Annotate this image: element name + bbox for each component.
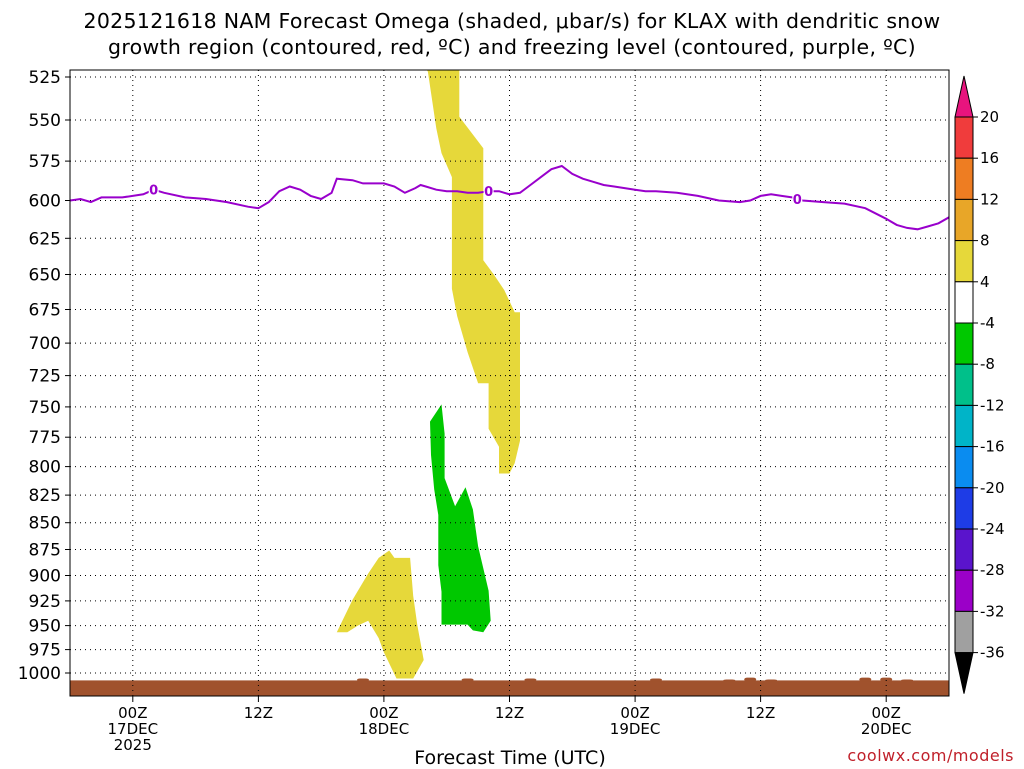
xtick-label-6-1: 20DEC bbox=[861, 720, 912, 738]
contour-label-bg-1 bbox=[148, 182, 159, 197]
colorbar-label-2: 12 bbox=[980, 190, 999, 208]
colorbar: 20 16 12 8 4 -4 -8 -12 -16 -20 -24 -28 -32 -36 bbox=[954, 75, 1005, 694]
terrain-bump-5 bbox=[723, 679, 736, 682]
omega-region-2-positive bbox=[336, 550, 424, 679]
x-axis-label: Forecast Time (UTC) bbox=[414, 747, 606, 769]
ytick-label-525: 525 bbox=[29, 68, 61, 88]
ytick-label-900: 900 bbox=[29, 567, 61, 587]
colorbar-band-3 bbox=[954, 198, 974, 242]
ytick-label-650: 650 bbox=[29, 266, 61, 286]
xtick-label-1-0: 12Z bbox=[244, 704, 273, 722]
colorbar-label-4: 4 bbox=[980, 273, 990, 291]
colorbar-band-9 bbox=[954, 446, 974, 489]
contour-label-bg-3 bbox=[792, 192, 803, 206]
colorbar-band-13 bbox=[954, 610, 974, 654]
freezing-level-label-2: 0 bbox=[484, 185, 493, 200]
ytick-label-725: 725 bbox=[29, 367, 61, 387]
colorbar-label-8: -16 bbox=[980, 438, 1005, 456]
colorbar-label-6: -8 bbox=[980, 355, 995, 373]
site-credit: coolwx.com/models bbox=[847, 746, 1014, 765]
colorbar-bottom-triangle bbox=[954, 652, 974, 694]
xtick-label-0-1: 17DEC bbox=[108, 720, 159, 738]
xtick-label-4-0: 00Z bbox=[620, 704, 649, 722]
ytick-label-975: 975 bbox=[29, 641, 61, 661]
freezing-level-layer: 0 0 0 bbox=[70, 164, 949, 231]
colorbar-band-5 bbox=[954, 281, 974, 324]
xtick-label-2-0: 00Z bbox=[369, 704, 398, 722]
xtick-label-6-0: 00Z bbox=[872, 704, 901, 722]
colorbar-band-12 bbox=[954, 569, 974, 612]
colorbar-label-5: -4 bbox=[980, 314, 995, 332]
ytick-label-600: 600 bbox=[29, 192, 61, 212]
terrain-bump-3 bbox=[524, 678, 537, 682]
colorbar-label-1: 16 bbox=[980, 149, 999, 167]
ytick-label-800: 800 bbox=[29, 458, 61, 478]
colorbar-label-3: 8 bbox=[980, 232, 990, 250]
terrain-bump-6 bbox=[744, 677, 757, 682]
colorbar-label-0: 20 bbox=[980, 108, 999, 126]
terrain-bump-1 bbox=[357, 678, 369, 682]
freezing-level-label-1: 0 bbox=[149, 184, 158, 199]
xtick-label-4-1: 19DEC bbox=[610, 720, 661, 738]
terrain-bump-2 bbox=[461, 678, 474, 682]
colorbar-band-1 bbox=[954, 116, 974, 159]
ytick-label-625: 625 bbox=[29, 229, 61, 249]
colorbar-top-triangle bbox=[954, 75, 974, 118]
colorbar-band-4 bbox=[954, 240, 974, 283]
ytick-label-1000: 1000 bbox=[18, 664, 61, 684]
xtick-label-0-2: 2025 bbox=[114, 736, 152, 754]
ytick-label-750: 750 bbox=[29, 398, 61, 418]
freezing-level-label-3: 0 bbox=[793, 193, 802, 208]
xtick-label-3-0: 12Z bbox=[495, 704, 524, 722]
colorbar-label-10: -24 bbox=[980, 520, 1005, 538]
terrain-bump-9 bbox=[880, 677, 893, 682]
y-axis: 525 550 575 600 625 650 675 700 725 750 775 800 825 8… bbox=[18, 68, 70, 684]
terrain-bump-7 bbox=[765, 679, 778, 682]
colorbar-band-8 bbox=[954, 404, 974, 448]
ytick-label-575: 575 bbox=[29, 152, 61, 172]
colorbar-label-13: -36 bbox=[980, 644, 1005, 662]
terrain-bump-8 bbox=[859, 677, 872, 682]
ytick-label-825: 825 bbox=[29, 486, 61, 506]
omega-region-3-negative bbox=[430, 404, 491, 633]
colorbar-label-9: -20 bbox=[980, 479, 1005, 497]
ytick-label-550: 550 bbox=[29, 111, 61, 131]
ytick-label-775: 775 bbox=[29, 428, 61, 448]
terrain-bump-4 bbox=[650, 678, 662, 682]
freezing-level-contour bbox=[70, 164, 949, 231]
ytick-label-925: 925 bbox=[29, 592, 61, 612]
colorbar-label-12: -32 bbox=[980, 602, 1005, 620]
colorbar-label-7: -12 bbox=[980, 396, 1005, 414]
omega-shading-layer bbox=[336, 70, 520, 679]
colorbar-band-2 bbox=[954, 157, 974, 200]
terrain-strip bbox=[70, 680, 949, 696]
chart-title-line-2: growth region (contoured, red, ºC) and f… bbox=[108, 35, 916, 59]
contour-label-bg-2 bbox=[483, 184, 494, 199]
ytick-label-700: 700 bbox=[29, 334, 61, 354]
ytick-label-875: 875 bbox=[29, 541, 61, 561]
colorbar-band-10 bbox=[954, 487, 974, 530]
xtick-label-0-0: 00Z bbox=[118, 704, 147, 722]
colorbar-band-6 bbox=[954, 322, 974, 365]
chart-title-line-1: 2025121618 NAM Forecast Omega (shaded, μ… bbox=[83, 9, 941, 33]
ytick-label-675: 675 bbox=[29, 301, 61, 321]
xtick-label-2-1: 18DEC bbox=[359, 720, 410, 738]
colorbar-band-7 bbox=[954, 363, 974, 406]
colorbar-label-11: -28 bbox=[980, 561, 1005, 579]
terrain-bump-10 bbox=[901, 679, 914, 682]
colorbar-band-11 bbox=[954, 528, 974, 571]
terrain-layer bbox=[70, 677, 949, 696]
ytick-label-850: 850 bbox=[29, 514, 61, 534]
ytick-label-950: 950 bbox=[29, 617, 61, 637]
omega-region-1-positive bbox=[426, 70, 520, 474]
xtick-label-5-0: 12Z bbox=[746, 704, 775, 722]
